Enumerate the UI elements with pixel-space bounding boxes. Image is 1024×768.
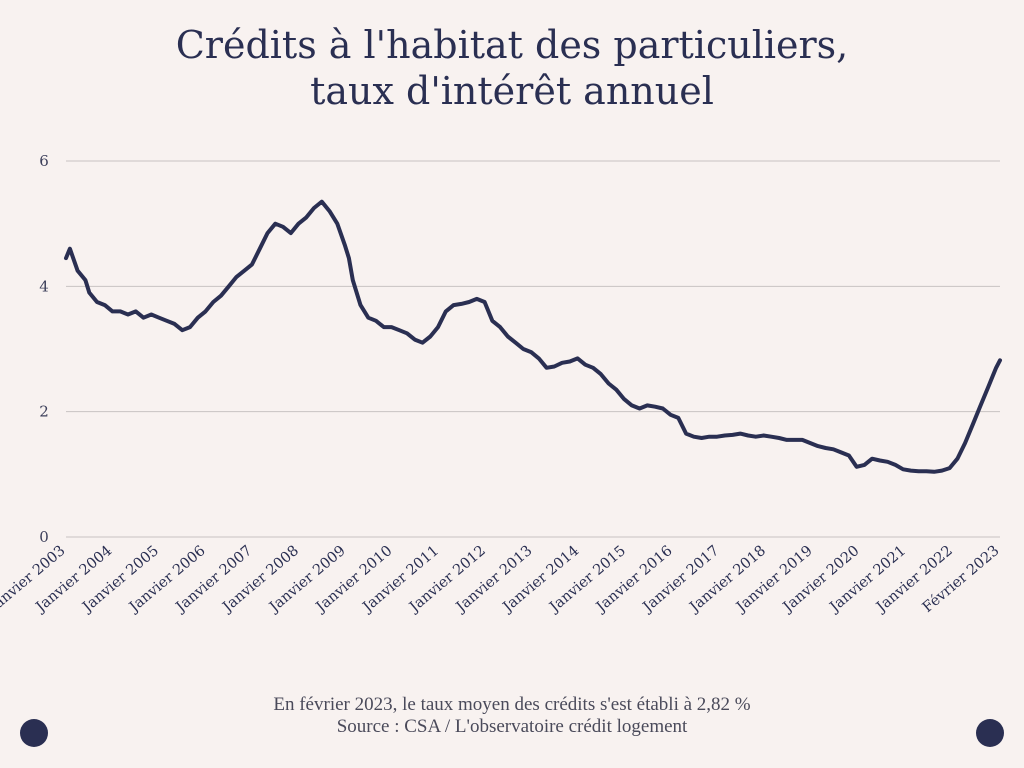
chart-title: Crédits à l'habitat des particuliers, ta… (0, 22, 1024, 114)
y-tick-label: 4 (39, 277, 49, 295)
grid-lines (66, 160, 1000, 538)
y-axis-ticks: 0 2 4 6 (39, 152, 49, 546)
footer-source: Source : CSA / L'observatoire crédit log… (336, 716, 688, 737)
footer-note: En février 2023, le taux moyen des crédi… (273, 694, 751, 715)
decorative-dot-left (20, 719, 48, 747)
chart-footer: En février 2023, le taux moyen des crédi… (0, 694, 1024, 738)
decorative-dot-right (976, 719, 1004, 747)
chart-title-line-1: Crédits à l'habitat des particuliers, (175, 23, 849, 67)
rate-series-line (64, 199, 1002, 474)
y-tick-label: 0 (39, 528, 49, 546)
chart-title-line-2: taux d'intérêt annuel (310, 69, 714, 113)
y-tick-label: 2 (39, 403, 49, 421)
y-tick-label: 6 (39, 152, 49, 170)
